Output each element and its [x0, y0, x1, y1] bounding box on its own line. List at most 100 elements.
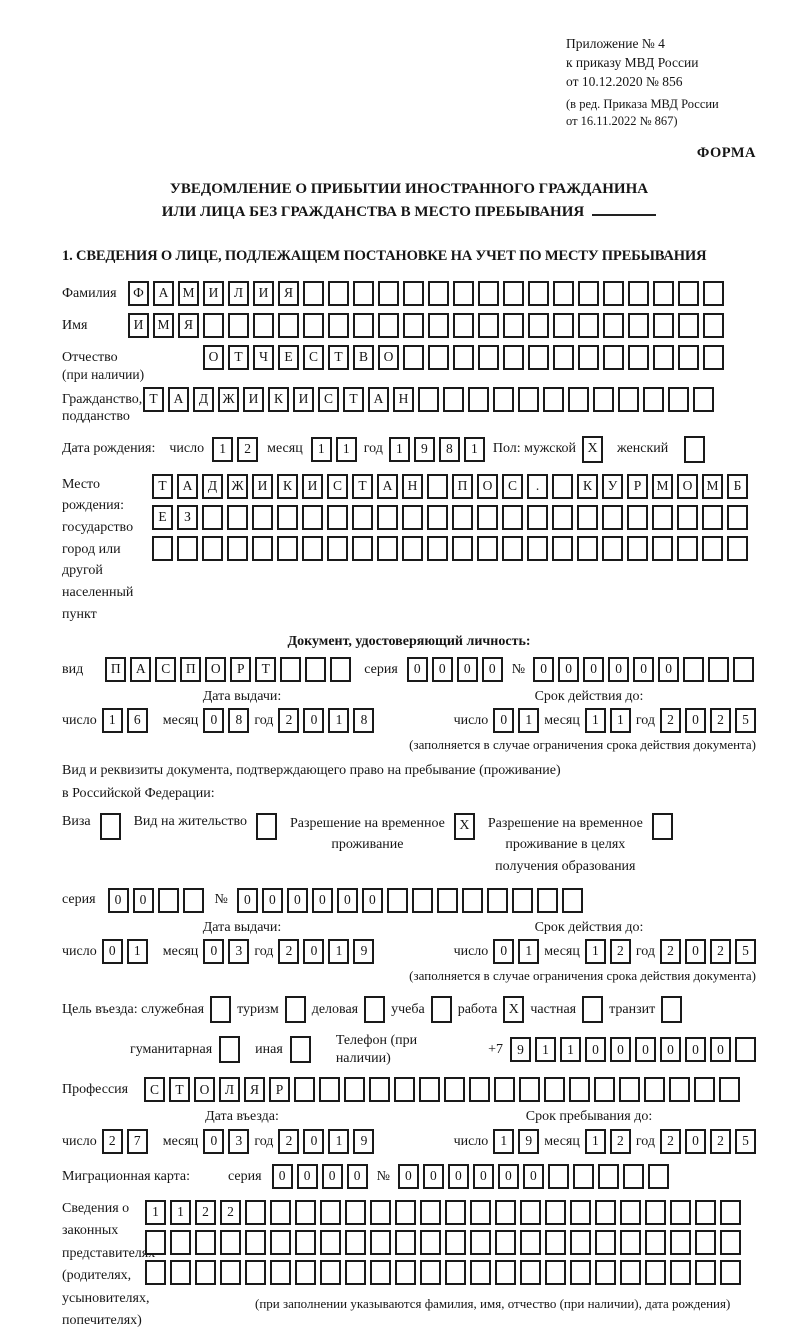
- char-cell[interactable]: И: [253, 281, 274, 307]
- char-cell[interactable]: 2: [660, 1128, 681, 1154]
- char-cell[interactable]: [645, 1199, 666, 1225]
- char-cell[interactable]: [170, 1259, 191, 1285]
- char-cell[interactable]: [622, 1163, 644, 1189]
- char-cell[interactable]: К: [577, 473, 598, 499]
- char-cell[interactable]: 1: [212, 436, 234, 462]
- char-cell[interactable]: С: [155, 656, 177, 682]
- char-cell[interactable]: [352, 535, 373, 561]
- char-cell[interactable]: 5: [735, 1128, 756, 1154]
- char-cell[interactable]: [578, 345, 599, 371]
- char-cell[interactable]: 1: [328, 1128, 350, 1154]
- char-cell[interactable]: 5: [735, 939, 756, 965]
- char-cell[interactable]: [478, 313, 499, 339]
- char-cell[interactable]: [570, 1199, 591, 1225]
- char-cell[interactable]: М: [178, 281, 199, 307]
- char-cell[interactable]: 0: [533, 656, 555, 682]
- char-cell[interactable]: 0: [203, 939, 225, 965]
- char-cell[interactable]: О: [677, 473, 698, 499]
- char-cell[interactable]: Р: [627, 473, 648, 499]
- char-cell[interactable]: В: [353, 345, 374, 371]
- char-cell[interactable]: [495, 1199, 516, 1225]
- char-cell[interactable]: [603, 281, 624, 307]
- char-cell[interactable]: 1: [584, 1128, 606, 1154]
- char-cell[interactable]: [677, 504, 698, 530]
- char-cell[interactable]: [553, 313, 574, 339]
- char-cell[interactable]: П: [452, 473, 473, 499]
- char-cell[interactable]: [486, 887, 508, 913]
- char-cell[interactable]: [569, 1077, 590, 1103]
- char-cell[interactable]: М: [652, 473, 673, 499]
- temp-residence-checkbox[interactable]: X: [453, 812, 475, 840]
- char-cell[interactable]: Ж: [227, 473, 248, 499]
- char-cell[interactable]: 0: [685, 1128, 706, 1154]
- char-cell[interactable]: [628, 281, 649, 307]
- char-cell[interactable]: [619, 1077, 640, 1103]
- char-cell[interactable]: 0: [493, 708, 515, 734]
- char-cell[interactable]: 0: [107, 887, 129, 913]
- char-cell[interactable]: А: [168, 386, 189, 412]
- char-cell[interactable]: 1: [493, 1128, 515, 1154]
- char-cell[interactable]: 9: [353, 939, 375, 965]
- char-cell[interactable]: [345, 1229, 366, 1255]
- char-cell[interactable]: [145, 1229, 166, 1255]
- char-cell[interactable]: 9: [353, 1128, 375, 1154]
- char-cell[interactable]: 7: [126, 1128, 148, 1154]
- char-cell[interactable]: [420, 1229, 441, 1255]
- char-cell[interactable]: [568, 386, 589, 412]
- char-cell[interactable]: [602, 535, 623, 561]
- char-cell[interactable]: 6: [126, 708, 148, 734]
- char-cell[interactable]: [518, 386, 539, 412]
- char-cell[interactable]: Д: [193, 386, 214, 412]
- char-cell[interactable]: [643, 386, 664, 412]
- char-cell[interactable]: [295, 1199, 316, 1225]
- char-cell[interactable]: [294, 1077, 315, 1103]
- char-cell[interactable]: [445, 1199, 466, 1225]
- char-cell[interactable]: [436, 887, 458, 913]
- char-cell[interactable]: [203, 313, 224, 339]
- char-cell[interactable]: [511, 887, 533, 913]
- char-cell[interactable]: [545, 1259, 566, 1285]
- char-cell[interactable]: [543, 386, 564, 412]
- char-cell[interactable]: [603, 313, 624, 339]
- char-cell[interactable]: 0: [481, 656, 503, 682]
- char-cell[interactable]: Е: [152, 504, 173, 530]
- char-cell[interactable]: 1: [170, 1199, 191, 1225]
- char-cell[interactable]: [703, 313, 724, 339]
- char-cell[interactable]: [420, 1259, 441, 1285]
- char-cell[interactable]: Н: [393, 386, 414, 412]
- char-cell[interactable]: 0: [296, 1163, 318, 1189]
- char-cell[interactable]: К: [268, 386, 289, 412]
- char-cell[interactable]: [452, 535, 473, 561]
- purpose-other-checkbox[interactable]: [289, 1036, 311, 1064]
- char-cell[interactable]: [411, 887, 433, 913]
- char-cell[interactable]: 2: [195, 1199, 216, 1225]
- char-cell[interactable]: А: [130, 656, 152, 682]
- char-cell[interactable]: [403, 345, 424, 371]
- char-cell[interactable]: [395, 1199, 416, 1225]
- char-cell[interactable]: [445, 1259, 466, 1285]
- char-cell[interactable]: [377, 535, 398, 561]
- char-cell[interactable]: 0: [286, 887, 308, 913]
- char-cell[interactable]: [245, 1229, 266, 1255]
- char-cell[interactable]: Т: [228, 345, 249, 371]
- char-cell[interactable]: [353, 281, 374, 307]
- char-cell[interactable]: 0: [658, 656, 680, 682]
- char-cell[interactable]: 2: [609, 939, 631, 965]
- char-cell[interactable]: 0: [361, 887, 383, 913]
- char-cell[interactable]: Е: [278, 345, 299, 371]
- char-cell[interactable]: [370, 1229, 391, 1255]
- char-cell[interactable]: [708, 656, 730, 682]
- char-cell[interactable]: [319, 1077, 340, 1103]
- char-cell[interactable]: П: [105, 656, 127, 682]
- char-cell[interactable]: А: [177, 473, 198, 499]
- char-cell[interactable]: [253, 313, 274, 339]
- char-cell[interactable]: Я: [244, 1077, 265, 1103]
- char-cell[interactable]: [593, 386, 614, 412]
- char-cell[interactable]: [678, 313, 699, 339]
- char-cell[interactable]: 0: [406, 656, 428, 682]
- char-cell[interactable]: 2: [660, 708, 681, 734]
- purpose-tourism-checkbox[interactable]: [284, 996, 306, 1024]
- char-cell[interactable]: [570, 1259, 591, 1285]
- char-cell[interactable]: [544, 1077, 565, 1103]
- char-cell[interactable]: [652, 535, 673, 561]
